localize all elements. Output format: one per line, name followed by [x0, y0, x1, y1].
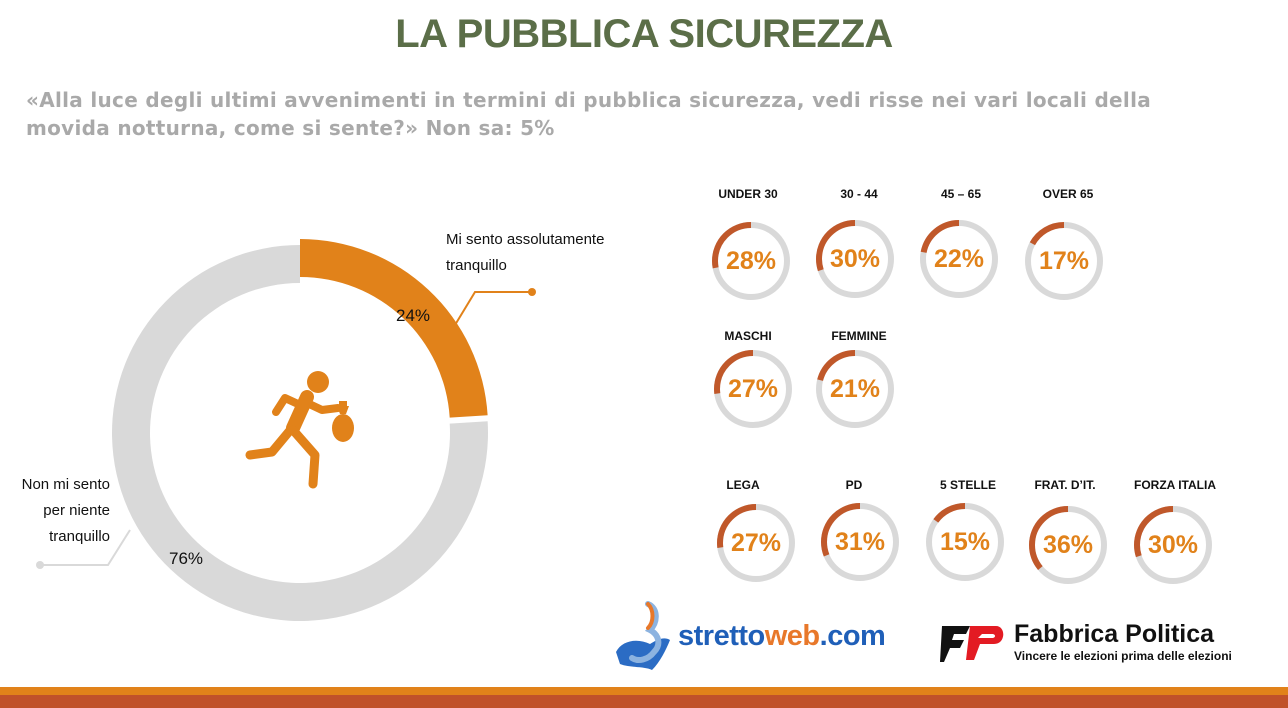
legend-label-tranquillo: Mi sento assolutamente tranquillo: [446, 227, 604, 279]
legend-line: tranquillo: [446, 257, 507, 274]
donut-chart: [36, 239, 536, 621]
gauge-arc-femmine: [816, 350, 894, 428]
leader-line-tranquillo: [454, 291, 532, 326]
gauge-label-45-65: 45 – 65: [940, 187, 982, 201]
gauge-arc-lega: [717, 504, 795, 582]
gauge-label-maschi: MASCHI: [724, 329, 772, 343]
donut-slice-tranquillo: [300, 239, 488, 418]
gauge-value-over-65: 17%: [1038, 247, 1090, 275]
gauge-value-forza-italia: 30%: [1147, 531, 1199, 559]
gauge-45-65: 22%: [919, 219, 999, 299]
gauge-femmine: 21%: [815, 349, 895, 429]
gauge-value-frat-d-it: 36%: [1042, 531, 1094, 559]
gauge-arc-forza-italia: [1134, 506, 1212, 584]
gauge-arc-frat-d-it: [1029, 506, 1107, 584]
gauge-label-30-44: 30 - 44: [840, 187, 878, 201]
legend-line: per niente: [43, 502, 110, 519]
gauge-lega: 27%: [716, 503, 796, 583]
question-text: «Alla luce degli ultimi avvenimenti in t…: [26, 86, 1276, 142]
gauge-value-lega: 27%: [730, 529, 782, 557]
footer-bar-orange: [0, 687, 1288, 695]
fabbrica-name: Fabbrica Politica: [1014, 620, 1215, 648]
gauge-maschi: 27%: [713, 349, 793, 429]
gauge-value-45-65: 22%: [933, 245, 985, 273]
gauge-label-under-30: UNDER 30: [718, 187, 778, 201]
question-line-1: «Alla luce degli ultimi avvenimenti in t…: [26, 88, 1152, 112]
legend-label-non-tranquillo: Non mi sento per niente tranquillo: [0, 472, 110, 550]
footer-bar-rust: [0, 695, 1288, 708]
gauge-value-pd: 31%: [834, 528, 886, 556]
gauge-arc-under-30: [712, 222, 790, 300]
gauge-value-femmine: 21%: [829, 375, 881, 403]
gauge-over-65: 17%: [1024, 221, 1104, 301]
leader-line-non-tranquillo: [40, 529, 131, 566]
gauge-pd: 31%: [820, 502, 900, 582]
legend-line: Non mi sento: [21, 476, 110, 493]
gauge-arc-30-44: [816, 220, 894, 298]
sicily-map-icon: [616, 601, 670, 670]
gauge-label-5-stelle: 5 STELLE: [939, 478, 996, 492]
leader-dot-tranquillo: [528, 288, 536, 296]
gauge-value-maschi: 27%: [727, 375, 779, 403]
strettoweb-logo: strettoweb.com: [608, 600, 928, 680]
question-line-2: movida notturna, come si sente?» Non sa:…: [26, 116, 555, 140]
gauge-arc-maschi: [714, 350, 792, 428]
gauge-value-under-30: 28%: [725, 247, 777, 275]
gauge-label-frat-d-it: FRAT. D’IT.: [1034, 478, 1096, 492]
gauge-label-pd: PD: [845, 478, 863, 492]
value-label-non-tranquillo: 76%: [169, 549, 204, 568]
gauge-arc-over-65: [1025, 222, 1103, 300]
gauge-label-forza-italia: FORZA ITALIA: [1134, 478, 1216, 492]
gauge-30-44: 30%: [815, 219, 895, 299]
fp-mark-icon: [940, 626, 1004, 662]
gauge-under-30: 28%: [711, 221, 791, 301]
gauge-label-over-65: OVER 65: [1042, 187, 1094, 201]
fabbrica-politica-logo: Fabbrica Politica Vincere le elezioni pr…: [940, 618, 1260, 668]
running-thief-icon: [245, 371, 354, 489]
page-title: LA PUBBLICA SICUREZZA: [395, 12, 893, 56]
value-label-tranquillo: 24%: [396, 306, 431, 325]
gauge-arc-5-stelle: [926, 503, 1004, 581]
fabbrica-tagline: Vincere le elezioni prima delle elezioni: [1014, 649, 1232, 663]
strettoweb-wordmark: strettoweb.com: [678, 620, 886, 652]
legend-line: tranquillo: [49, 528, 110, 545]
gauge-label-femmine: FEMMINE: [831, 329, 887, 343]
leader-dot-non-tranquillo: [36, 561, 44, 569]
gauge-arc-45-65: [920, 220, 998, 298]
legend-line: Mi sento assolutamente: [446, 231, 605, 248]
gauge-5-stelle: 15%: [925, 502, 1005, 582]
gauge-arc-pd: [821, 503, 899, 581]
gauge-forza-italia: 30%: [1133, 505, 1213, 585]
gauge-frat-d-it: 36%: [1028, 505, 1108, 585]
gauge-value-30-44: 30%: [829, 245, 881, 273]
gauge-label-lega: LEGA: [726, 478, 760, 492]
gauge-value-5-stelle: 15%: [939, 528, 991, 556]
